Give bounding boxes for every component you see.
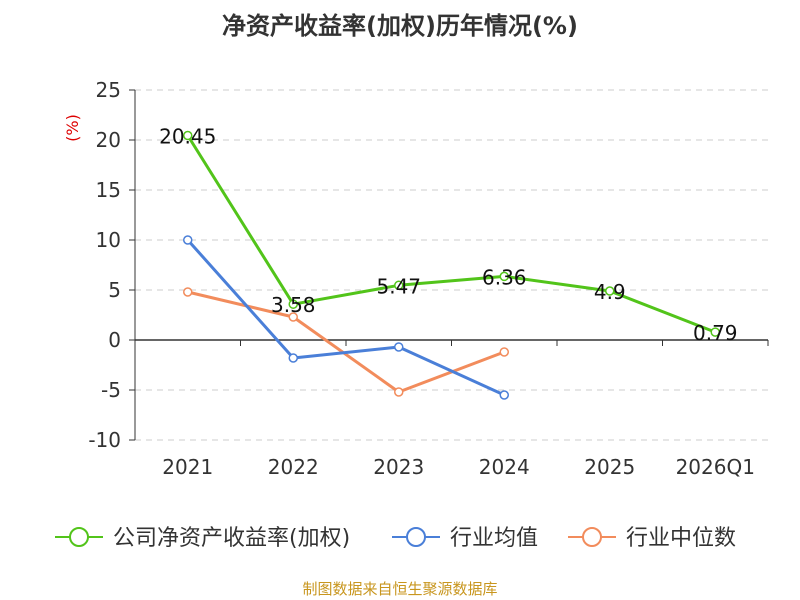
data-label: 20.45	[159, 125, 216, 149]
data-label: 3.58	[271, 293, 316, 317]
legend-label: 行业均值	[450, 526, 538, 551]
legend: 公司净资产收益率(加权) 行业均值 行业中位数	[55, 526, 736, 551]
x-tick-label: 2024	[479, 455, 530, 479]
y-tick-label: 5	[108, 278, 121, 302]
y-tick-label: 25	[96, 78, 121, 102]
data-point	[288, 353, 298, 363]
data-point	[605, 286, 615, 296]
data-labels: 20.45 3.58 5.47 6.36 4.9 0.79	[159, 125, 737, 346]
y-tick-label: 15	[96, 178, 121, 202]
chart-title: 净资产收益率(加权)历年情况(%)	[222, 12, 578, 40]
data-point	[183, 287, 193, 297]
legend-marker	[406, 527, 426, 547]
x-tick-label: 2022	[268, 455, 319, 479]
y-tick-label: 0	[108, 328, 121, 352]
legend-label: 行业中位数	[626, 526, 736, 551]
y-tick-label: -10	[88, 428, 121, 452]
y-tick-label: 20	[96, 128, 121, 152]
data-point	[183, 235, 193, 245]
data-label: 4.9	[594, 280, 626, 304]
data-point	[499, 390, 509, 400]
legend-marker	[69, 527, 89, 547]
x-tick-label: 2025	[584, 455, 635, 479]
data-point	[288, 299, 298, 309]
series-line	[186, 134, 716, 334]
y-axis-label: (%)	[63, 114, 82, 142]
x-tick-label: 2026Q1	[676, 455, 755, 479]
data-point	[183, 130, 193, 141]
data-label: 6.36	[482, 265, 527, 289]
data-point	[394, 387, 404, 397]
data-point	[499, 347, 509, 357]
data-point	[394, 280, 404, 291]
data-label: 0.79	[693, 321, 738, 345]
data-point	[710, 327, 720, 337]
data-point	[288, 312, 298, 322]
y-tick-label: 10	[96, 228, 121, 252]
legend-marker	[582, 527, 602, 547]
x-tick-label: 2023	[373, 455, 424, 479]
series-line	[186, 239, 505, 397]
legend-label: 公司净资产收益率(加权)	[113, 526, 350, 551]
grid-lines	[135, 89, 768, 441]
data-point	[394, 342, 404, 352]
x-tick-label: 2021	[162, 455, 213, 479]
series-layer	[183, 130, 720, 400]
y-tick-label: -5	[101, 378, 121, 402]
source-note: 制图数据来自恒生聚源数据库	[302, 580, 498, 598]
data-label: 5.47	[376, 274, 421, 298]
data-point	[499, 271, 509, 282]
